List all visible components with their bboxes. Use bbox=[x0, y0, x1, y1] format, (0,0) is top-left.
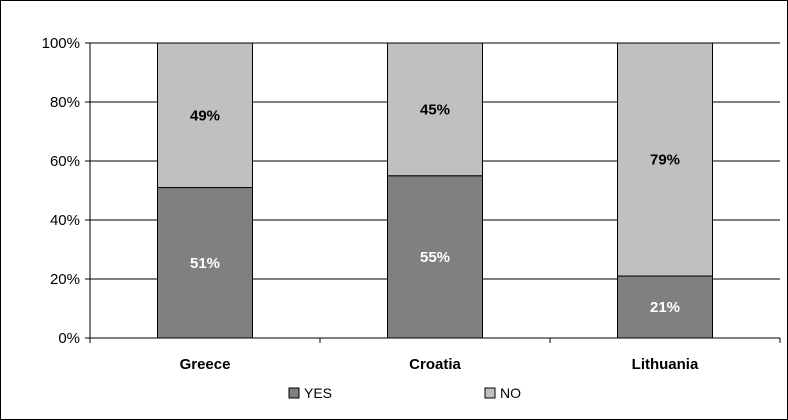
bar-segment-yes bbox=[157, 187, 253, 339]
data-label: 55% bbox=[420, 249, 450, 266]
bar-segment-no bbox=[617, 42, 713, 277]
bar-segment-yes bbox=[387, 175, 483, 339]
bar-segment-no bbox=[157, 42, 253, 189]
legend-swatch-no bbox=[484, 387, 496, 399]
legend-label-no: NO bbox=[500, 385, 521, 401]
bar-segment-no bbox=[387, 42, 483, 177]
x-category-label: Lithuania bbox=[632, 356, 699, 373]
x-category-label: Greece bbox=[180, 356, 231, 373]
y-tick-label: 0% bbox=[58, 330, 80, 347]
legend-swatch-yes bbox=[288, 387, 300, 399]
y-tick-label: 20% bbox=[50, 271, 80, 288]
data-label: 49% bbox=[190, 107, 220, 124]
y-tick-label: 80% bbox=[50, 94, 80, 111]
data-label: 51% bbox=[190, 255, 220, 272]
data-label: 21% bbox=[650, 299, 680, 316]
data-label: 45% bbox=[420, 101, 450, 118]
legend-label-yes: YES bbox=[304, 385, 332, 401]
bar-segment-yes bbox=[617, 275, 713, 339]
y-tick-label: 100% bbox=[42, 35, 80, 52]
y-tick-label: 40% bbox=[50, 212, 80, 229]
x-category-label: Croatia bbox=[409, 356, 461, 373]
y-tick-label: 60% bbox=[50, 153, 80, 170]
data-label: 79% bbox=[650, 152, 680, 169]
